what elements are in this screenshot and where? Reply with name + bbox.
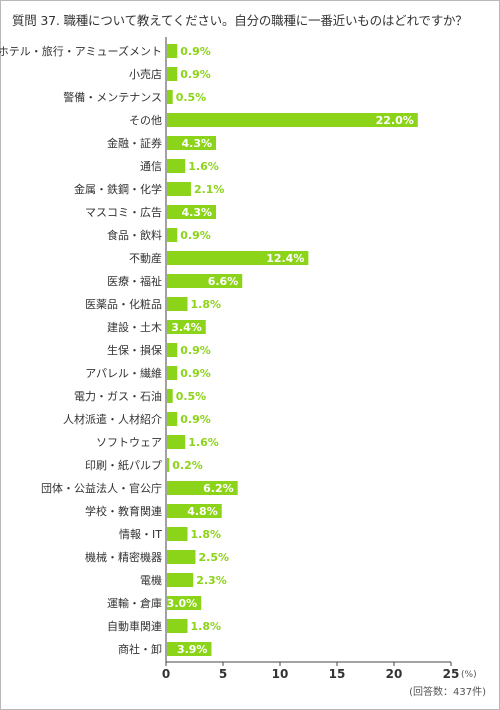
bar xyxy=(167,159,186,173)
bar-value-label: 3.4% xyxy=(171,321,202,334)
bar-value-label: 3.0% xyxy=(167,597,198,610)
x-tick-label: 15 xyxy=(329,667,346,681)
category-label: 金融・証券 xyxy=(107,136,162,150)
bar-value-label: 0.9% xyxy=(180,344,211,357)
category-label: 食品・飲料 xyxy=(107,228,162,242)
bar xyxy=(167,573,194,587)
bar xyxy=(167,642,212,656)
bar-value-label: 0.2% xyxy=(172,459,203,472)
category-label: 団体・公益法人・官公庁 xyxy=(41,481,162,495)
bar xyxy=(167,274,243,288)
bar xyxy=(167,136,217,150)
question-number: 37. xyxy=(40,13,60,28)
bar-value-label: 0.9% xyxy=(180,413,211,426)
category-label: 警備・メンテナンス xyxy=(63,90,162,104)
bar xyxy=(167,113,418,127)
bar xyxy=(167,596,202,610)
category-label: 生保・損保 xyxy=(107,343,162,357)
category-label: 運輸・倉庫 xyxy=(107,596,162,610)
bar-value-label: 0.5% xyxy=(176,390,207,403)
x-tick-label: 25 xyxy=(443,667,460,681)
category-label: ソフトウェア xyxy=(96,436,162,449)
category-label: 電機 xyxy=(140,573,162,587)
category-label: 機械・精密機器 xyxy=(85,550,162,564)
bar xyxy=(167,527,188,541)
bar-value-label: 4.3% xyxy=(182,137,213,150)
bar-value-label: 0.9% xyxy=(180,45,211,58)
bar-value-label: 1.6% xyxy=(188,160,219,173)
bar-value-label: 0.9% xyxy=(180,68,211,81)
bar xyxy=(167,90,173,104)
bar xyxy=(167,67,178,81)
category-label: 電力・ガス・石油 xyxy=(74,389,162,403)
category-label: 小売店 xyxy=(129,67,162,81)
question-text: 職種について教えてください。自分の職種に一番近いものはどれですか？ xyxy=(63,13,468,28)
bar xyxy=(167,504,222,518)
bar xyxy=(167,228,178,242)
bar xyxy=(167,205,217,219)
bar-value-label: 0.5% xyxy=(176,91,207,104)
category-label: マスコミ・広告 xyxy=(85,206,162,219)
question-title: 質問 37. 職種について教えてください。自分の職種に一番近いものはどれですか？ xyxy=(12,10,492,29)
category-label: 人材派遣・人材紹介 xyxy=(63,412,162,426)
bar xyxy=(167,44,178,58)
category-label: 金属・鉄鋼・化学 xyxy=(74,182,162,196)
bar-value-label: 0.9% xyxy=(180,367,211,380)
bar-value-label: 22.0% xyxy=(376,114,414,127)
category-label: 情報・IT xyxy=(119,528,162,541)
category-label: 医療・福祉 xyxy=(107,274,162,288)
response-count-note: (回答数：437件) xyxy=(409,687,486,698)
x-axis-unit: (%) xyxy=(461,670,477,680)
category-label: 商社・卸 xyxy=(118,642,162,656)
bar-value-label: 1.8% xyxy=(191,620,222,633)
bar xyxy=(167,435,186,449)
category-label: 学校・教育関連 xyxy=(85,504,162,518)
bar xyxy=(167,320,206,334)
category-label: 建設・土木 xyxy=(107,320,162,334)
bar xyxy=(167,251,309,265)
category-label: 医薬品・化粧品 xyxy=(85,297,162,311)
x-tick-label: 10 xyxy=(272,667,289,681)
category-label: アパレル・繊維 xyxy=(85,367,162,380)
category-label: 通信 xyxy=(140,160,162,173)
bar-value-label: 6.2% xyxy=(203,482,234,495)
bar-value-label: 2.1% xyxy=(194,183,225,196)
category-label: 印刷・紙パルプ xyxy=(85,458,162,472)
bar xyxy=(167,458,170,472)
category-label: 自動車関連 xyxy=(107,619,162,633)
bar-value-label: 1.8% xyxy=(191,528,222,541)
bar-value-label: 2.5% xyxy=(199,551,230,564)
bar-value-label: 0.9% xyxy=(180,229,211,242)
category-label: 不動産 xyxy=(129,251,162,265)
bar-value-label: 12.4% xyxy=(266,252,304,265)
bar xyxy=(167,619,188,633)
bar xyxy=(167,366,178,380)
category-label: その他 xyxy=(129,114,162,127)
bar xyxy=(167,412,178,426)
x-tick-label: 0 xyxy=(162,667,170,681)
bar xyxy=(167,389,173,403)
bar-value-label: 2.3% xyxy=(196,574,227,587)
x-tick-label: 5 xyxy=(219,667,227,681)
bar xyxy=(167,297,188,311)
bar xyxy=(167,550,196,564)
bar-value-label: 3.9% xyxy=(177,643,208,656)
bar-value-label: 1.8% xyxy=(191,298,222,311)
question-prefix: 質問 xyxy=(12,13,37,28)
x-tick-label: 20 xyxy=(386,667,403,681)
bar-value-label: 4.8% xyxy=(187,505,218,518)
bar xyxy=(167,343,178,357)
bar-value-label: 1.6% xyxy=(188,436,219,449)
bar-value-label: 6.6% xyxy=(208,275,239,288)
category-label: ホテル・旅行・アミューズメント xyxy=(0,44,162,58)
bar xyxy=(167,182,191,196)
bar xyxy=(167,481,238,495)
bar-value-label: 4.3% xyxy=(182,206,213,219)
